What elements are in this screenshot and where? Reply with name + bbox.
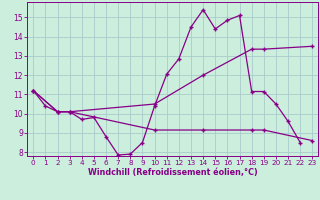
X-axis label: Windchill (Refroidissement éolien,°C): Windchill (Refroidissement éolien,°C) xyxy=(88,168,258,177)
